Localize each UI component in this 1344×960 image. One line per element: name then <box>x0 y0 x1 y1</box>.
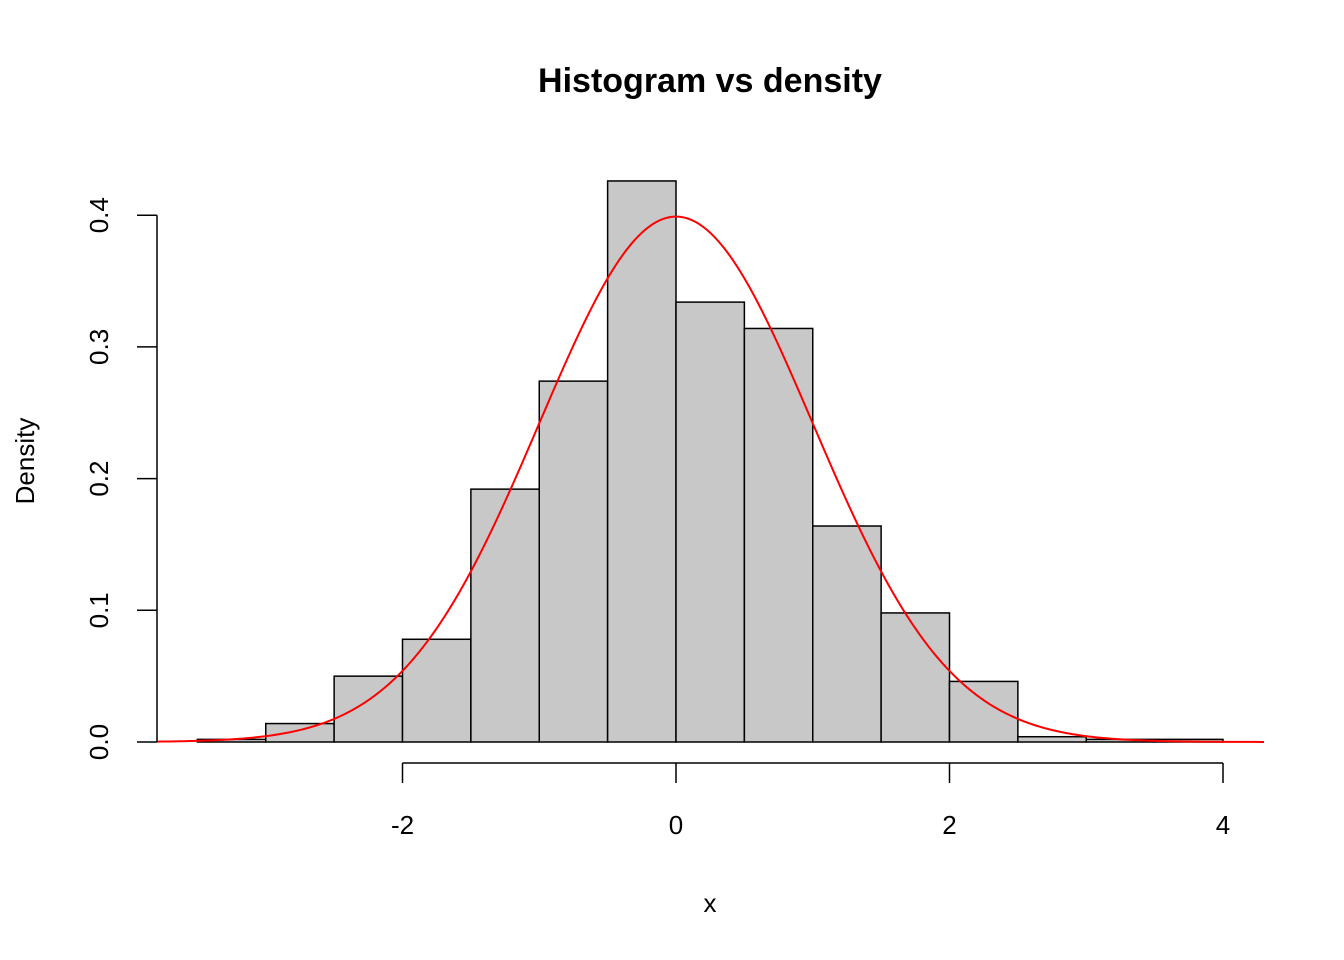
histogram-bar <box>880 612 951 743</box>
histogram-bar <box>743 327 814 743</box>
histogram-bar <box>265 722 335 743</box>
histogram-bar <box>948 680 1019 743</box>
histogram-bar <box>1017 735 1087 743</box>
chart-title: Histogram vs density <box>538 62 882 100</box>
density-curve <box>156 215 1265 743</box>
x-axis-label: x <box>704 888 717 918</box>
x-tick-label: 4 <box>1216 810 1230 840</box>
x-axis: -2 0 2 4 <box>391 762 1230 840</box>
y-tick-label: 0.1 <box>84 592 114 628</box>
x-tick-label: -2 <box>391 810 414 840</box>
bars-group <box>196 180 1224 743</box>
histogram-bar <box>812 525 882 743</box>
y-axis-label: Density <box>10 418 40 505</box>
x-tick-label: 2 <box>942 810 956 840</box>
histogram-bar <box>538 380 609 743</box>
y-axis: 0.0 0.1 0.2 0.3 0.4 <box>84 197 158 760</box>
histogram-bar <box>333 675 404 743</box>
y-tick-label: 0.3 <box>84 329 114 365</box>
y-tick-label: 0.4 <box>84 197 114 233</box>
histogram-bar <box>470 488 540 743</box>
y-tick-label: 0.0 <box>84 724 114 760</box>
histogram-bar <box>401 638 472 743</box>
x-tick-label: 0 <box>669 810 683 840</box>
histogram-bar <box>675 301 746 743</box>
histogram-bar <box>606 180 677 743</box>
y-tick-label: 0.2 <box>84 461 114 497</box>
